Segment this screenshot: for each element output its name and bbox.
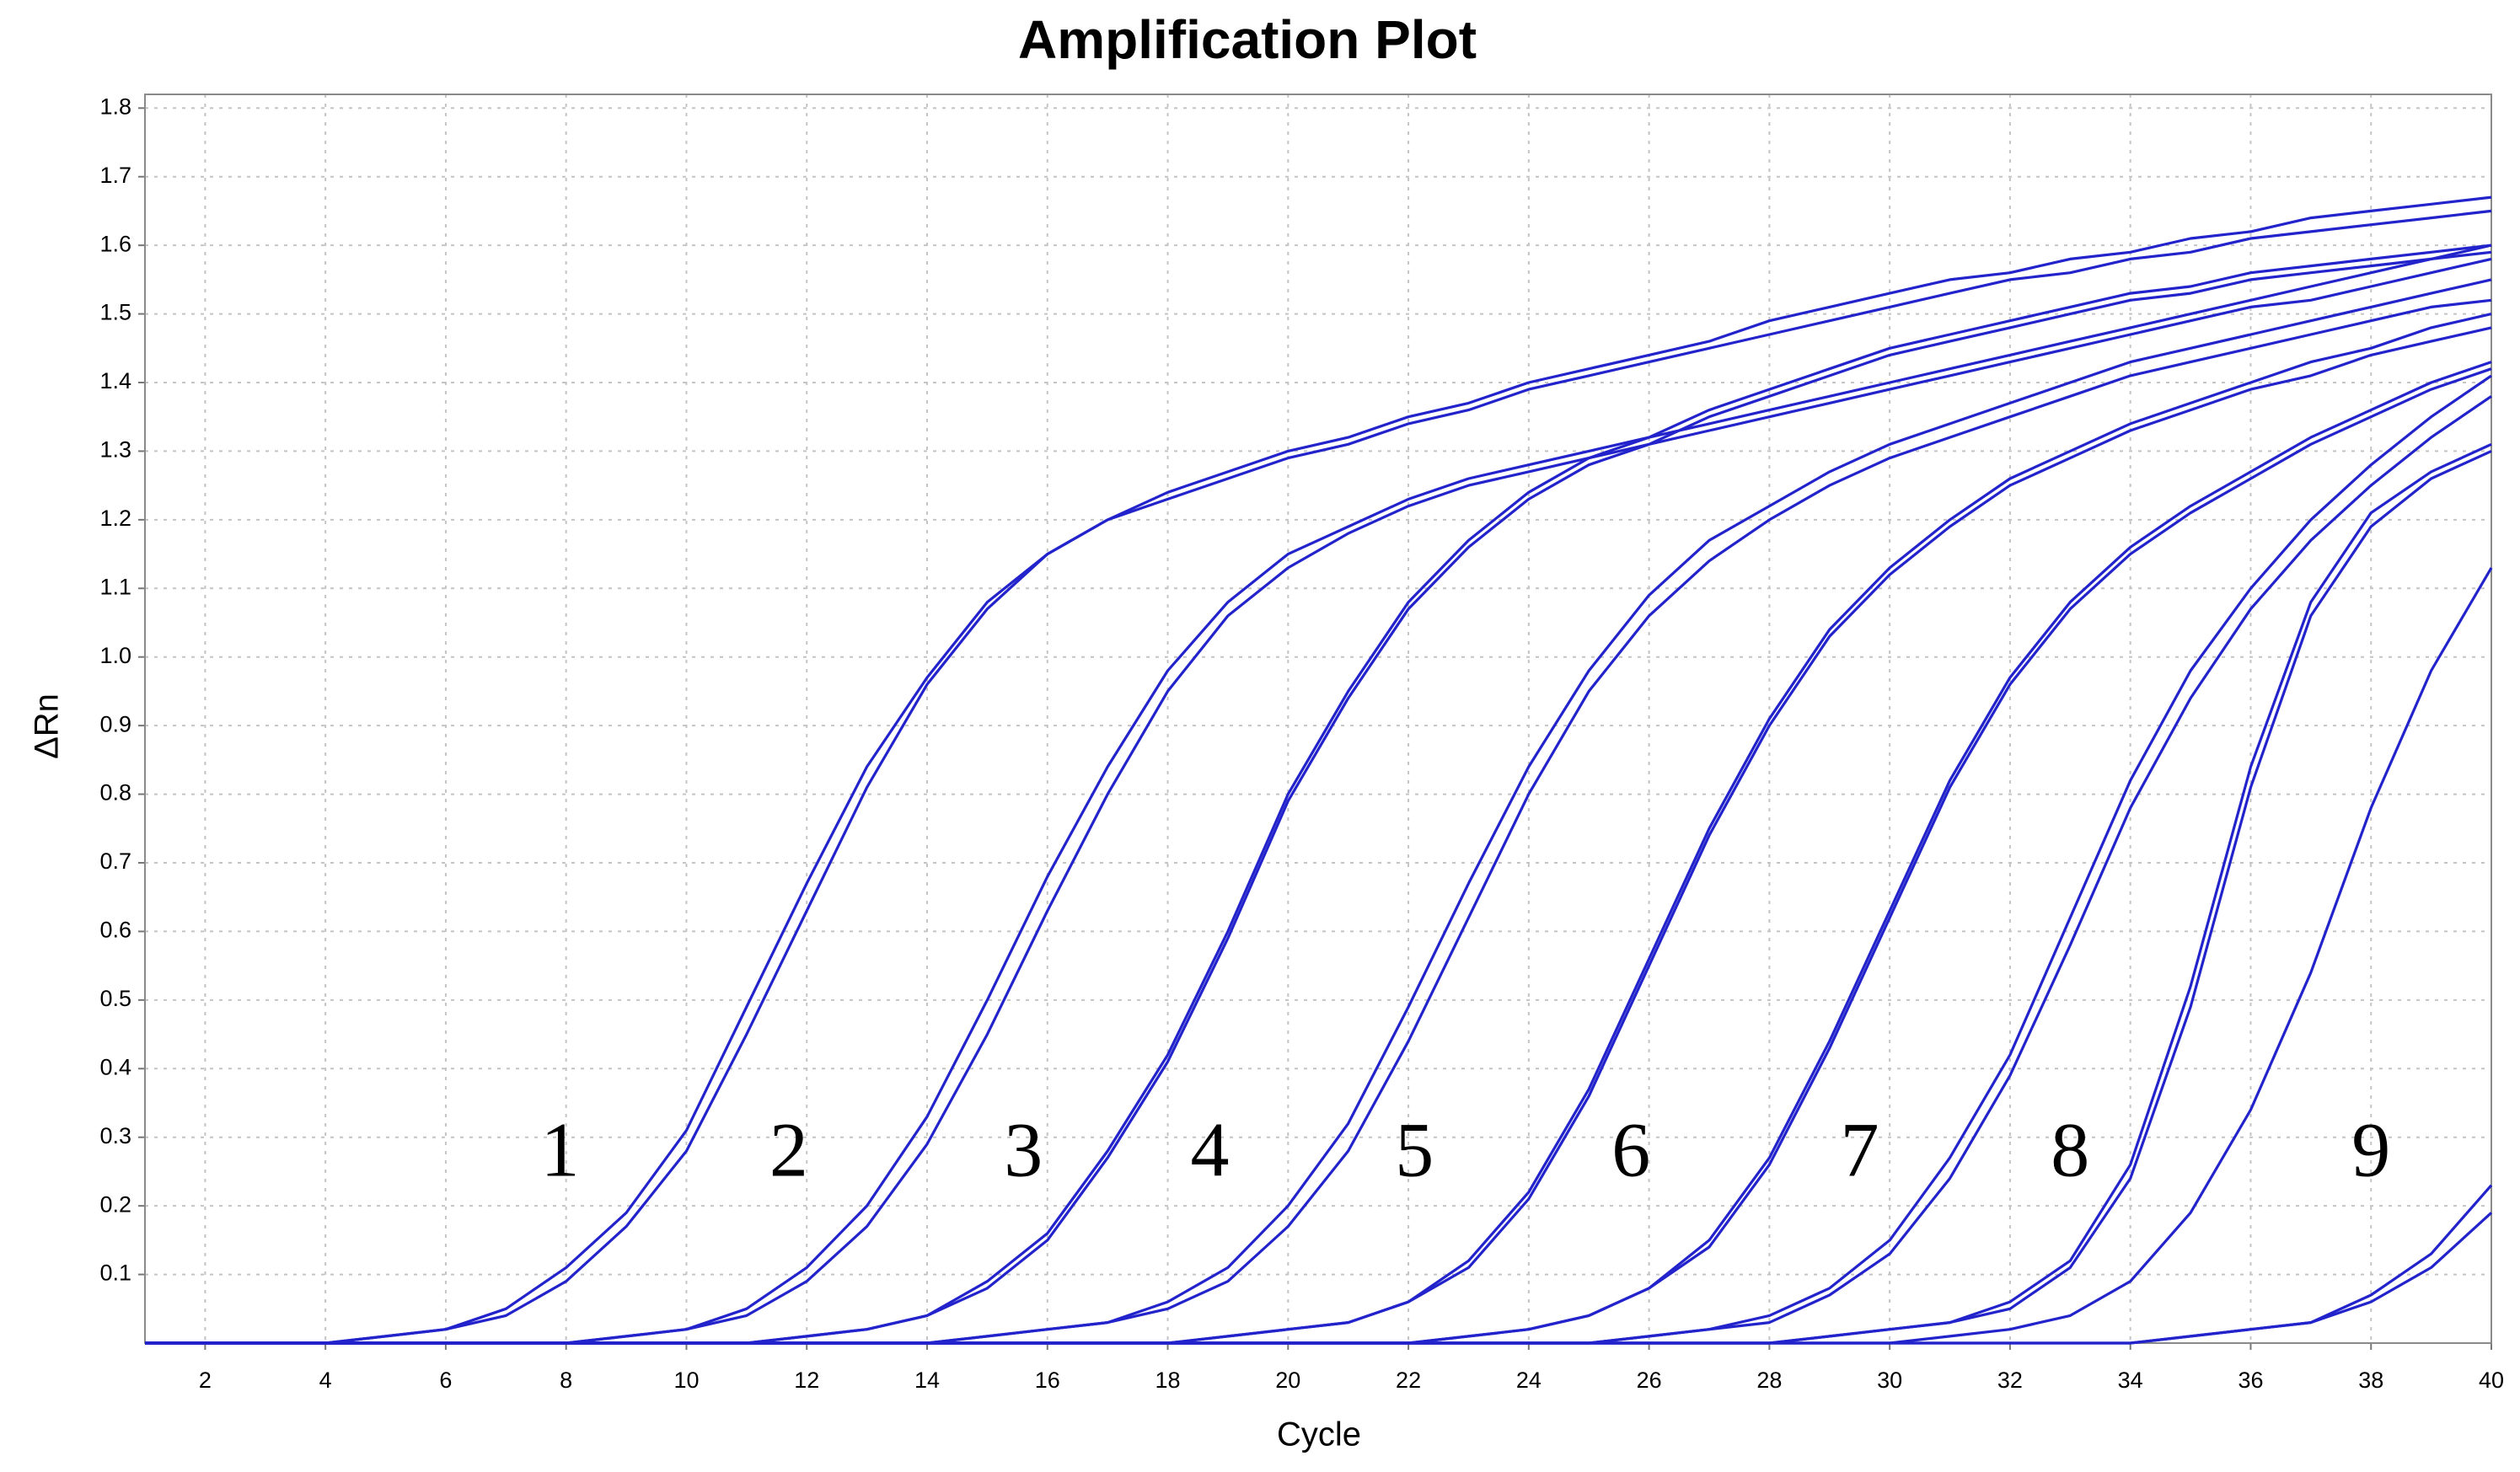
- x-tick-label: 36: [2238, 1368, 2263, 1393]
- amplification-curve: [145, 209, 2492, 1345]
- y-tick-label: 1.5: [99, 300, 131, 325]
- x-tick-label: 2: [199, 1368, 212, 1393]
- y-tick-label: 1.1: [99, 574, 131, 599]
- y-tick-label: 1.7: [99, 163, 131, 188]
- y-tick-label: 0.3: [99, 1123, 131, 1148]
- x-tick-label: 14: [914, 1368, 940, 1393]
- x-tick-label: 40: [2479, 1368, 2504, 1393]
- x-tick-label: 6: [439, 1368, 452, 1393]
- amplification-curve: [145, 1212, 2493, 1345]
- y-tick-label: 1.3: [99, 437, 131, 463]
- x-tick-label: 26: [1637, 1368, 1662, 1393]
- x-tick-label: 32: [1997, 1368, 2023, 1393]
- y-tick-label: 0.5: [99, 986, 131, 1011]
- y-tick-label: 0.2: [99, 1191, 131, 1217]
- y-tick-label: 1.8: [99, 94, 131, 119]
- amplification-curve: [145, 195, 2492, 1345]
- x-tick-label: 18: [1155, 1368, 1181, 1393]
- x-tick-label: 30: [1877, 1368, 1902, 1393]
- y-tick-label: 1.6: [99, 231, 131, 256]
- curve-group-label: 2: [769, 1106, 808, 1192]
- x-tick-label: 12: [794, 1368, 819, 1393]
- x-tick-label: 4: [319, 1368, 332, 1393]
- curve-group-label: 4: [1191, 1106, 1230, 1192]
- curve-group-label: 9: [2351, 1106, 2390, 1192]
- x-tick-label: 22: [1396, 1368, 1421, 1393]
- x-axis-label: Cycle: [1277, 1416, 1361, 1453]
- x-tick-label: 16: [1035, 1368, 1060, 1393]
- curve-group-label: 7: [1840, 1106, 1879, 1192]
- y-tick-label: 0.6: [99, 918, 131, 943]
- y-tick-label: 0.1: [99, 1261, 131, 1286]
- y-tick-label: 1.2: [99, 506, 131, 531]
- y-tick-label: 1.0: [99, 643, 131, 668]
- curve-group-label: 8: [2051, 1106, 2089, 1192]
- y-tick-label: 0.8: [99, 780, 131, 806]
- y-axis-label: ΔRn: [29, 693, 66, 759]
- y-tick-label: 1.4: [99, 368, 131, 393]
- curve-group-label: 1: [541, 1106, 580, 1192]
- x-tick-label: 34: [2118, 1368, 2143, 1393]
- x-tick-label: 20: [1275, 1368, 1300, 1393]
- chart-title: Amplification Plot: [1018, 9, 1477, 70]
- y-tick-label: 0.4: [99, 1054, 131, 1079]
- curve-group-label: 3: [1004, 1106, 1043, 1192]
- x-tick-label: 24: [1516, 1368, 1541, 1393]
- x-tick-label: 38: [2358, 1368, 2383, 1393]
- x-tick-label: 28: [1756, 1368, 1782, 1393]
- y-tick-label: 0.9: [99, 711, 131, 736]
- curve-group-label: 6: [1611, 1106, 1650, 1192]
- y-tick-label: 0.7: [99, 848, 131, 874]
- x-tick-label: 8: [560, 1368, 572, 1393]
- curve-group-label: 5: [1395, 1106, 1434, 1192]
- plot-area: [145, 94, 2491, 1343]
- x-tick-label: 10: [673, 1368, 699, 1393]
